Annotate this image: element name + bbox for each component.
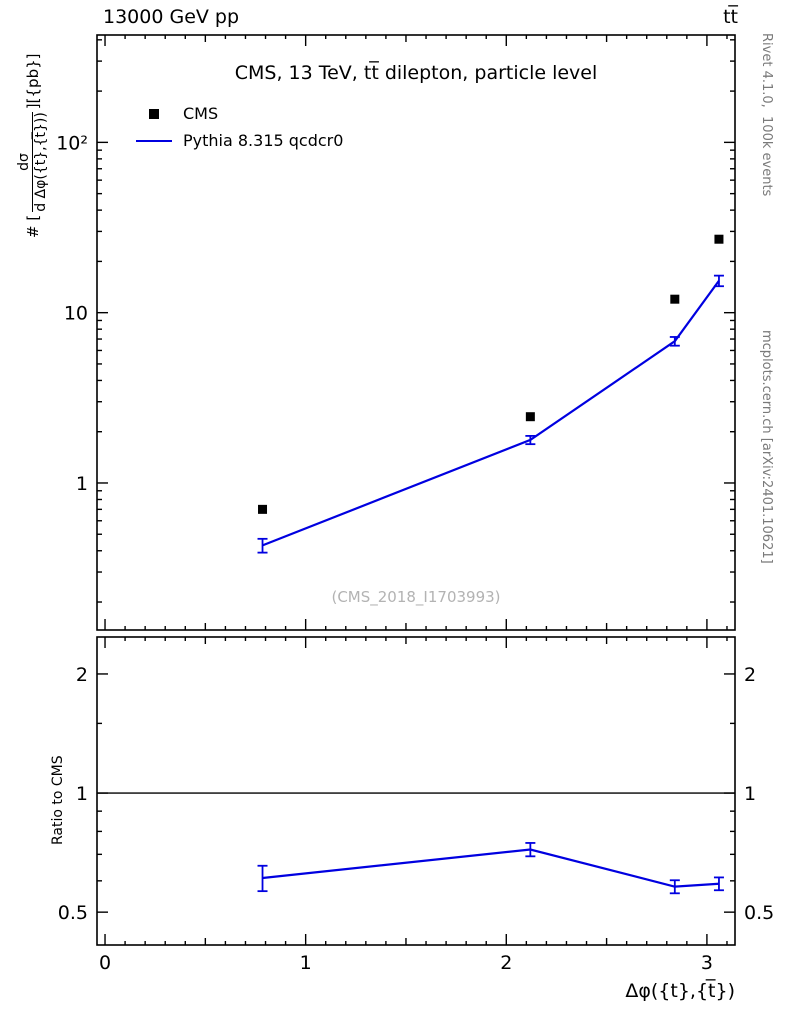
svg-text:1: 1	[76, 473, 88, 495]
svg-text:1: 1	[300, 952, 312, 974]
y-label-denominator: d Δφ({t},{t̅}))	[33, 112, 50, 212]
rivet-version-text: Rivet 4.1.0, 100k events	[759, 33, 774, 197]
svg-text:0: 0	[99, 952, 111, 974]
main-y-axis-label: # [ dσ d Δφ({t},{t̅})) ][{pb}]	[16, 54, 49, 238]
legend: CMS Pythia 8.315 qcdcr0	[133, 100, 343, 154]
pythia-line-icon	[133, 139, 175, 142]
svg-text:0.5: 0.5	[58, 902, 88, 924]
svg-text:2: 2	[744, 664, 756, 686]
beam-energy-label: 13000 GeV pp	[103, 6, 240, 28]
ratio-y-axis-label: Ratio to CMS	[50, 755, 66, 845]
legend-label-pythia: Pythia 8.315 qcdcr0	[183, 131, 344, 150]
plot-title: CMS, 13 TeV, tt̅ dilepton, particle leve…	[234, 62, 598, 84]
y-label-numerator: dσ	[16, 112, 34, 212]
svg-text:10²: 10²	[56, 132, 88, 154]
legend-item-cms: CMS	[133, 100, 343, 127]
legend-item-pythia: Pythia 8.315 qcdcr0	[133, 127, 343, 154]
svg-text:2: 2	[500, 952, 512, 974]
x-axis-label: Δφ({t},{t̅})	[625, 980, 735, 1002]
svg-text:3: 3	[701, 952, 713, 974]
svg-text:10: 10	[64, 303, 88, 325]
svg-text:2: 2	[76, 664, 88, 686]
analysis-id-watermark: (CMS_2018_I1703993)	[331, 588, 501, 606]
cms-marker-icon	[133, 108, 175, 119]
svg-text:1: 1	[76, 783, 88, 805]
y-label-prefix: # [	[23, 214, 42, 238]
svg-text:0.5: 0.5	[744, 902, 774, 924]
process-label: tt̅	[723, 6, 738, 28]
legend-label-cms: CMS	[183, 104, 219, 123]
y-label-suffix: ][{pb}]	[23, 53, 42, 110]
y-label-fraction: dσ d Δφ({t},{t̅}))	[16, 112, 49, 212]
mcplots-citation-text: mcplots.cern.ch [arXiv:2401.10621]	[759, 330, 774, 564]
svg-text:1: 1	[744, 783, 756, 805]
